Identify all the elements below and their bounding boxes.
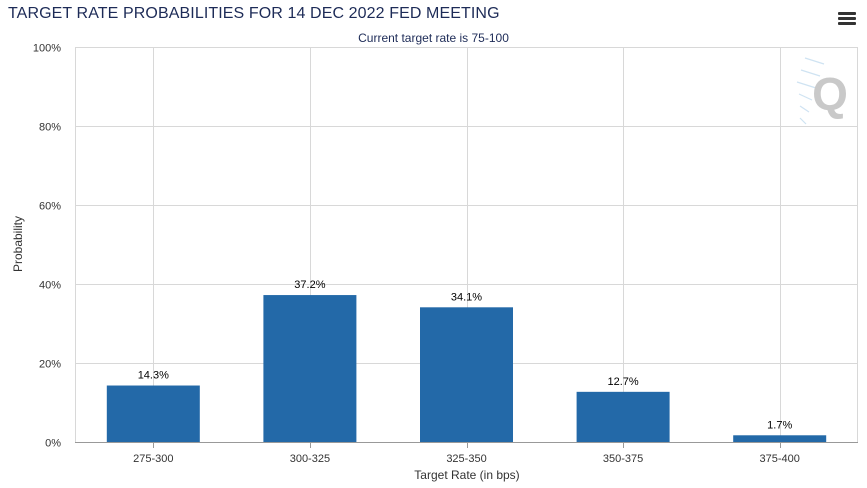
logo-stripe bbox=[799, 105, 810, 113]
data-label: 14.3% bbox=[138, 370, 169, 382]
x-axis-title: Target Rate (in bps) bbox=[414, 468, 519, 482]
logo-letter: Q bbox=[812, 68, 848, 120]
data-label: 1.7% bbox=[767, 419, 792, 431]
logo-stripe bbox=[799, 117, 807, 125]
x-tick-label: 325-350 bbox=[446, 453, 486, 465]
label-layer: 0% 20% 40% 60% 80% 100% 14.3% 275-300 37.2% 300-3… bbox=[33, 43, 800, 466]
x-tick-label: 275-300 bbox=[133, 453, 173, 465]
y-tick-label: 80% bbox=[39, 122, 61, 134]
data-label: 12.7% bbox=[607, 376, 638, 388]
bar bbox=[576, 391, 670, 442]
bar-layer bbox=[75, 295, 858, 443]
hamburger-menu-icon[interactable] bbox=[838, 12, 856, 28]
bar bbox=[263, 295, 357, 442]
menu-line bbox=[838, 22, 856, 25]
bar bbox=[420, 307, 513, 442]
y-tick-label: 100% bbox=[33, 43, 61, 55]
menu-line bbox=[838, 12, 856, 15]
y-axis-title: Probability bbox=[11, 216, 25, 272]
x-tick-label: 375-400 bbox=[760, 453, 800, 465]
logo-stripe bbox=[804, 57, 825, 65]
logo-stripe bbox=[798, 93, 813, 101]
data-label: 34.1% bbox=[451, 291, 482, 303]
chart-subtitle: Current target rate is 75-100 bbox=[358, 31, 509, 45]
chart-title: TARGET RATE PROBABILITIES FOR 14 DEC 202… bbox=[8, 5, 500, 22]
y-tick-label: 0% bbox=[45, 438, 61, 450]
logo-stripe bbox=[796, 81, 817, 89]
y-tick-label: 60% bbox=[39, 201, 61, 213]
bar bbox=[733, 435, 827, 442]
logo-stripe bbox=[800, 69, 821, 77]
bar bbox=[106, 385, 200, 442]
q-logo-icon: Q bbox=[796, 57, 848, 125]
x-tick-label: 300-325 bbox=[290, 453, 330, 465]
x-tick-label: 350-375 bbox=[603, 453, 643, 465]
y-tick-label: 40% bbox=[39, 280, 61, 292]
menu-line bbox=[838, 17, 856, 20]
y-tick-label: 20% bbox=[39, 359, 61, 371]
data-label: 37.2% bbox=[294, 279, 325, 291]
